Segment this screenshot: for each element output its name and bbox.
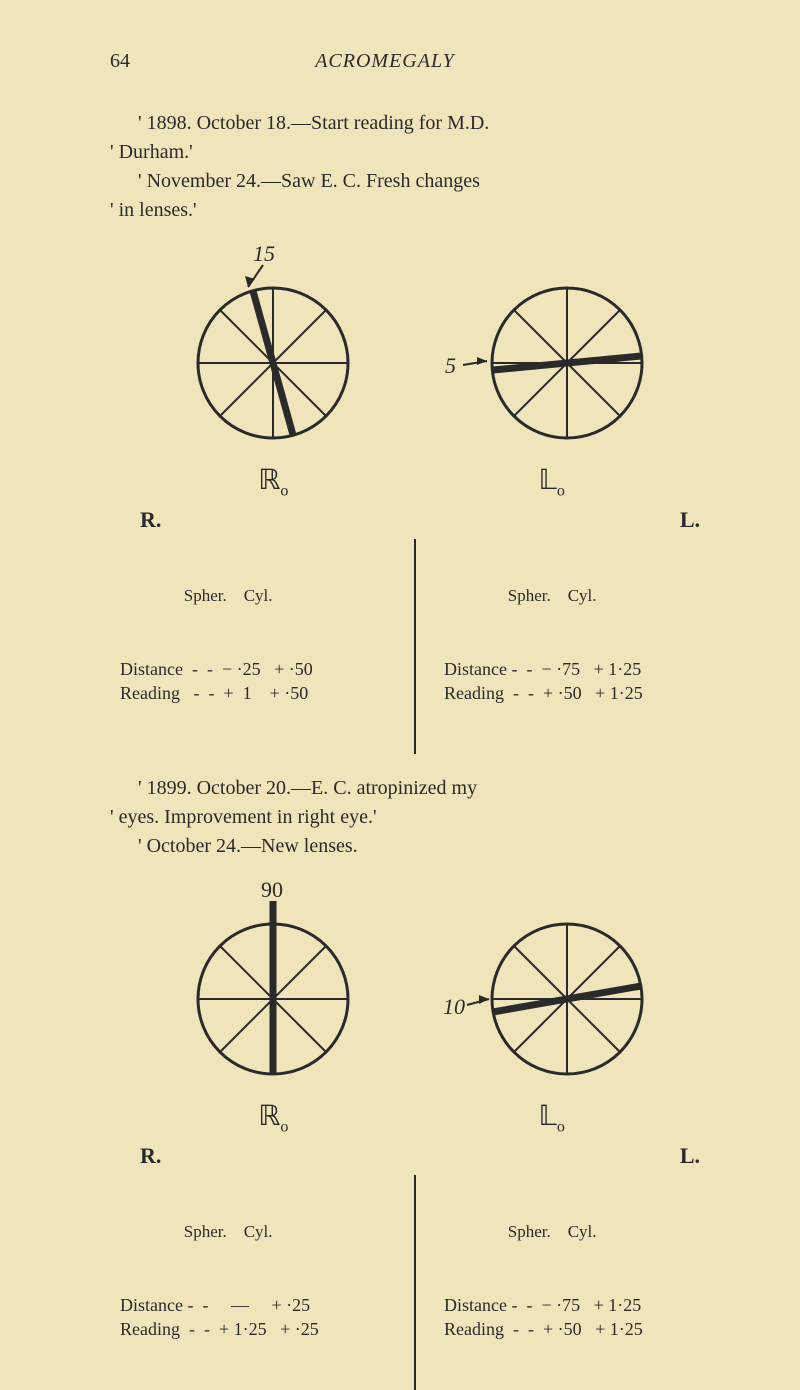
fig1-head-left: Spher. Cyl. <box>120 585 406 608</box>
fig2-separator <box>414 1175 416 1390</box>
fig1-head-right: Spher. Cyl. <box>444 585 730 608</box>
fig1-right-diagram: 5 <box>437 243 667 463</box>
fig2-head-right: Spher. Cyl. <box>444 1221 730 1244</box>
fig2-left-cell: 90 ℝo <box>173 879 373 1137</box>
fig2-right-axis-label: 10 <box>443 994 465 1019</box>
fig1-right-eye-symbol: 𝕃o <box>538 463 564 501</box>
paragraph-3: ' 1899. October 20.—E. C. atropinized my… <box>110 774 730 832</box>
fig2-left-axis-label: 90 <box>261 879 283 902</box>
fig2-data-right: Spher. Cyl. Distance - - − ·75 + 1·25 Re… <box>424 1173 730 1390</box>
fig2-data-left: Spher. Cyl. Distance - - — + ·25 Reading… <box>110 1173 406 1390</box>
p1-line2: ' Durham.' <box>110 141 193 163</box>
fig1-values-right: Distance - - − ·75 + 1·25 Reading - - + … <box>444 657 730 706</box>
fig1-right-axis-label: 5 <box>445 353 456 378</box>
fig2-values-right: Distance - - − ·75 + 1·25 Reading - - + … <box>444 1293 730 1342</box>
fig2-right-eye-symbol: 𝕃o <box>538 1099 564 1137</box>
p1-line1: ' 1898. October 18.—Start reading for M.… <box>138 109 730 138</box>
p4-line1: ' October 24.—New lenses. <box>138 832 730 861</box>
fig1-values-left: Distance - - − ·25 + ·50 Reading - - + 1… <box>120 657 406 706</box>
p2-line2: ' in lenses.' <box>110 199 197 221</box>
fig1-L-label: L. <box>680 507 700 533</box>
fig2-left-diagram: 90 <box>173 879 373 1099</box>
paragraph-1: ' 1898. October 18.—Start reading for M.… <box>110 109 730 167</box>
fig1-right-cell: 5 𝕃o <box>437 243 667 501</box>
fig2-R-label: R. <box>140 1143 161 1169</box>
fig2-right-diagram: 10 <box>437 879 667 1099</box>
running-title: ACROMEGALY <box>315 50 455 73</box>
page: 64 ACROMEGALY ' 1898. October 18.—Start … <box>0 0 800 1280</box>
fig1-left-axis-label: 15 <box>253 243 275 266</box>
fig1-data-row: Spher. Cyl. Distance - - − ·25 + ·50 Rea… <box>110 537 730 754</box>
page-number: 64 <box>110 50 130 73</box>
fig2-data-row: Spher. Cyl. Distance - - — + ·25 Reading… <box>110 1173 730 1390</box>
fig1-data-left: Spher. Cyl. Distance - - − ·25 + ·50 Rea… <box>110 537 406 754</box>
figure-2: 90 ℝo 10 <box>110 879 730 1137</box>
fig2-head-left: Spher. Cyl. <box>120 1221 406 1244</box>
p2-line1: ' November 24.—Saw E. C. Fresh changes <box>138 167 730 196</box>
fig1-data-right: Spher. Cyl. Distance - - − ·75 + 1·25 Re… <box>424 537 730 754</box>
fig2-values-left: Distance - - — + ·25 Reading - - + 1·25 … <box>120 1293 406 1342</box>
page-header: 64 ACROMEGALY <box>110 50 730 73</box>
paragraph-4: ' October 24.—New lenses. <box>110 832 730 861</box>
fig1-separator <box>414 539 416 754</box>
p3-line2: ' eyes. Improvement in right eye.' <box>110 806 377 828</box>
figure-1: 15 ℝo 5 <box>110 243 730 501</box>
fig1-left-diagram: 15 <box>173 243 373 463</box>
paragraph-2: ' November 24.—Saw E. C. Fresh changes '… <box>110 167 730 225</box>
p3-line1: ' 1899. October 20.—E. C. atropinized my <box>138 774 730 803</box>
fig2-L-label: L. <box>680 1143 700 1169</box>
fig2-right-cell: 10 𝕃o <box>437 879 667 1137</box>
fig1-R-label: R. <box>140 507 161 533</box>
fig1-left-cell: 15 ℝo <box>173 243 373 501</box>
fig2-rl-row: R. L. <box>110 1143 730 1169</box>
fig2-left-eye-symbol: ℝo <box>258 1099 288 1137</box>
fig1-left-eye-symbol: ℝo <box>258 463 288 501</box>
fig1-rl-row: R. L. <box>110 507 730 533</box>
